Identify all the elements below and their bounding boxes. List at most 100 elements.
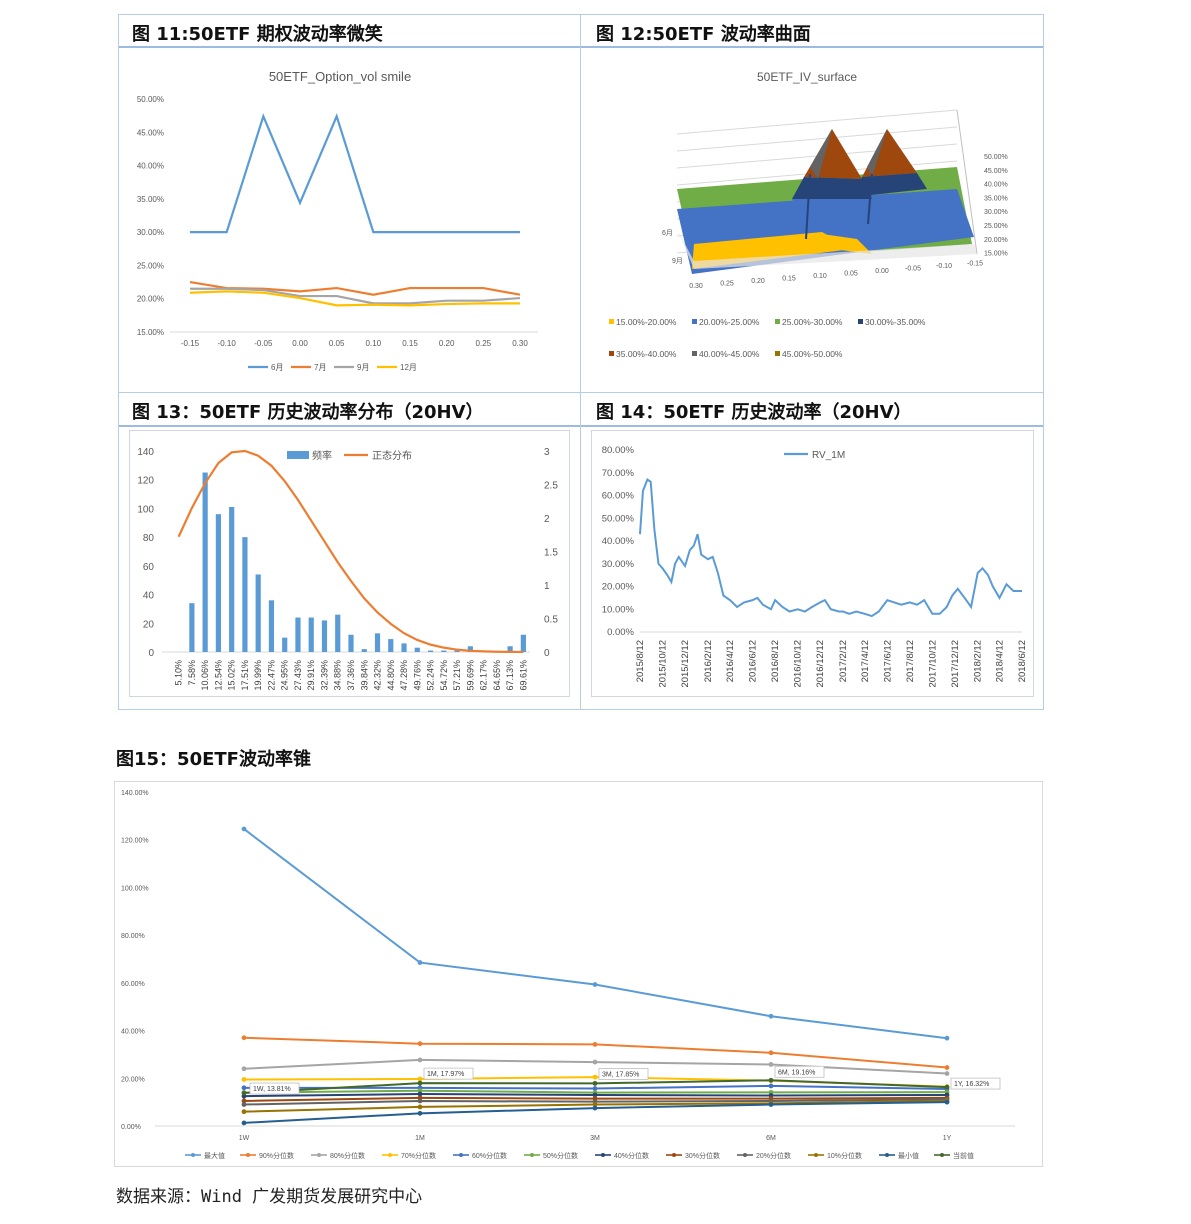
rv-y-tick-label: 60.00% [602,491,635,502]
smile-x-tick-label: 0.15 [402,339,418,348]
hist-bar [308,617,314,652]
rv-x-tick-label: 2018/2/12 [973,640,984,682]
hist-x-tick-label: 49.76% [412,660,422,691]
hist-x-tick-label: 54.72% [439,660,449,691]
smile-title: 50ETF_Option_vol smile [269,69,411,84]
panel-divider-horizontal [118,392,1044,393]
surface-legend-swatch [858,319,863,324]
hist-x-tick-label: 34.88% [333,660,343,691]
cone-y-tick-label: 20.00% [121,1076,145,1083]
cone-series-point [768,1013,774,1019]
panel-divider-vertical [580,14,581,710]
surface-legend-swatch [692,351,697,356]
surface-peak-base [792,199,882,229]
surface-legend-swatch [775,351,780,356]
panel-12-title-rule [581,46,1043,48]
cone-series-point [592,1092,598,1098]
cone-legend-marker [388,1153,392,1157]
hist-bar [414,647,420,652]
cone-x-tick-label: 1M [415,1135,425,1142]
rv-y-tick-label: 10.00% [602,604,635,615]
hist-bar [374,633,381,652]
hist-x-tick-label: 10.06% [200,660,210,691]
surface-z-tick-label: 35.00% [984,195,1008,202]
surface-peak-1-top [804,129,862,179]
rv-x-tick-label: 2017/12/12 [950,640,961,688]
hist-x-tick-label: 59.69% [465,660,475,691]
cone-series-point [944,1035,950,1041]
hist-y-right-tick-label: 2.5 [544,481,558,492]
cone-x-tick-label: 3M [590,1135,600,1142]
hist-bar [454,650,460,652]
surface-x-tick-label: 0.30 [689,283,703,290]
smile-x-tick-label: 0.30 [512,339,528,348]
smile-x-tick-label: -0.05 [254,339,273,348]
cone-series-point [768,1050,774,1056]
surface-legend-label: 20.00%-25.00% [699,317,760,327]
cone-series-point [944,1084,950,1090]
rv-x-tick-label: 2017/2/12 [838,640,849,682]
cone-series-point [768,1077,774,1083]
surface-x-tick-label: 0.15 [782,276,796,283]
cone-x-tick-label: 1Y [943,1135,952,1142]
smile-legend-label: 6月 [271,363,283,372]
cone-series-point [241,1109,247,1115]
smile-series-line-3 [189,290,520,307]
cone-series-point [592,982,598,987]
hist-x-tick-label: 22.47% [266,660,276,691]
cone-series-point [241,1085,247,1091]
hist-y-right-tick-label: 0 [544,648,550,659]
smile-y-tick-label: 30.00% [137,228,164,237]
cone-legend-marker [885,1153,889,1157]
surface-x-tick-label: -0.10 [936,263,952,270]
cone-series-point [592,1042,598,1047]
cone-legend-marker [530,1153,534,1157]
smile-x-tick-label: 0.05 [329,339,345,348]
surface-grid-line [676,126,958,152]
hist-bar [507,646,513,652]
cone-series-point [417,1057,423,1063]
surface-x-tick-label: -0.15 [967,261,983,268]
cone-y-tick-label: 80.00% [121,933,145,940]
cone-series-point [417,1110,423,1116]
cone-legend-marker [317,1153,321,1157]
cone-data-label-box [423,1067,474,1080]
hist-x-tick-label: 44.80% [386,660,396,691]
hist-x-tick-label: 15.02% [227,660,237,691]
cone-y-tick-label: 140.00% [121,790,149,797]
panel-14-title: 图 14：50ETF 历史波动率（20HV） [596,402,912,423]
rv-x-tick-label: 2017/6/12 [882,640,893,682]
cone-x-tick-label: 6M [766,1135,776,1142]
hist-bar [202,472,208,652]
hist-x-tick-label: 47.28% [399,660,409,691]
hist-legend-swatch-bar [287,451,309,459]
smile-y-tick-label: 35.00% [137,195,164,204]
hist-bar [388,639,394,652]
cone-series-line-0 [243,828,948,1040]
hist-bar [242,537,248,652]
cone-legend-marker [743,1153,747,1157]
hist-bar [189,603,195,652]
hist-x-tick-label: 12.54% [213,660,223,691]
hist-x-tick-label: 5.10% [174,660,184,686]
cone-data-label: 3M, 17.85% [602,1071,639,1078]
cone-data-label: 1Y, 16.32% [954,1081,989,1088]
surface-z-tick-label: 40.00% [984,182,1008,189]
cone-series-point [592,1086,598,1091]
surface-depth-label: 9月 [672,257,683,265]
surface-band-15-20-b [822,234,872,254]
hist-x-tick-label: 17.51% [240,660,250,691]
cone-legend-label: 70%分位数 [401,1151,436,1160]
cone-data-label-box [249,1082,300,1095]
cone-legend-label: 90%分位数 [259,1151,294,1160]
surface-z-tick-label: 25.00% [984,223,1008,230]
hist-x-tick-label: 64.65% [492,660,502,691]
rv-y-tick-label: 80.00% [602,445,635,456]
cone-y-tick-label: 60.00% [121,981,145,988]
surface-legend-swatch [609,351,614,356]
rv-x-tick-label: 2015/8/12 [635,640,646,682]
hist-y-left-tick-label: 20 [143,619,155,630]
surface-x-tick-label: 0.00 [875,268,889,275]
hist-bar [467,646,473,652]
surface-legend-label: 30.00%-35.00% [865,317,926,327]
